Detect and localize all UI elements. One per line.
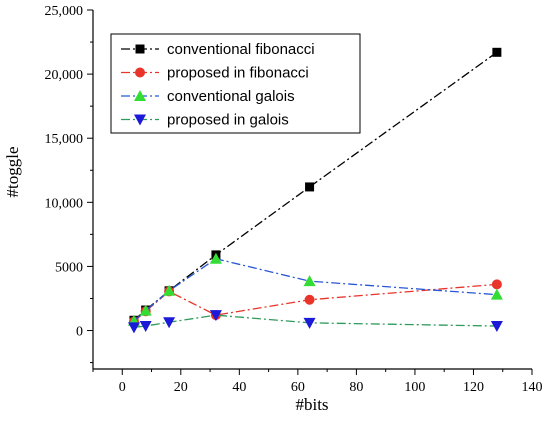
x-tick-label: 40 — [232, 380, 246, 395]
x-tick-label: 140 — [522, 380, 543, 395]
data-point — [491, 279, 502, 290]
legend-label: proposed in galois — [167, 112, 289, 129]
legend-label: conventional fibonacci — [167, 41, 315, 58]
legend-swatch-marker — [135, 67, 145, 78]
legend-swatch-marker — [134, 114, 146, 126]
data-point — [209, 310, 222, 322]
x-tick-label: 100 — [404, 380, 425, 395]
y-tick-label: 20,000 — [45, 68, 84, 83]
series-line — [133, 314, 497, 328]
data-point — [490, 288, 503, 300]
x-axis-title: #bits — [295, 395, 328, 414]
data-point — [303, 317, 316, 329]
y-tick-label: 25,000 — [45, 4, 84, 19]
data-point — [305, 182, 315, 192]
series-proposed-in-galois — [127, 310, 503, 334]
legend-swatch-marker — [135, 44, 145, 54]
data-point — [303, 275, 316, 287]
x-tick-label: 0 — [119, 380, 126, 395]
data-point — [163, 317, 176, 329]
x-tick-label: 80 — [349, 380, 363, 395]
legend-label: conventional galois — [167, 88, 295, 105]
x-tick-label: 120 — [463, 380, 484, 395]
y-axis-title: #toggle — [3, 147, 22, 198]
y-tick-label: 0 — [76, 325, 83, 340]
series-line — [133, 283, 497, 323]
data-point — [163, 284, 176, 296]
data-point — [304, 294, 315, 305]
y-tick-label: 10,000 — [45, 196, 84, 211]
data-point — [492, 47, 502, 57]
data-point — [490, 321, 503, 333]
data-point — [209, 252, 222, 264]
y-tick-label: 5000 — [55, 260, 83, 275]
series-conventional-galois — [127, 252, 503, 326]
y-tick-label: 15,000 — [45, 132, 84, 147]
legend-swatch-marker — [134, 90, 146, 101]
data-point — [139, 304, 152, 316]
x-tick-label: 60 — [291, 380, 305, 395]
x-tick-label: 20 — [174, 380, 188, 395]
data-point — [139, 321, 152, 333]
legend-box — [110, 33, 361, 134]
data-point — [127, 322, 140, 334]
series-line — [133, 258, 497, 322]
legend-label: proposed in fibonacci — [167, 65, 309, 82]
